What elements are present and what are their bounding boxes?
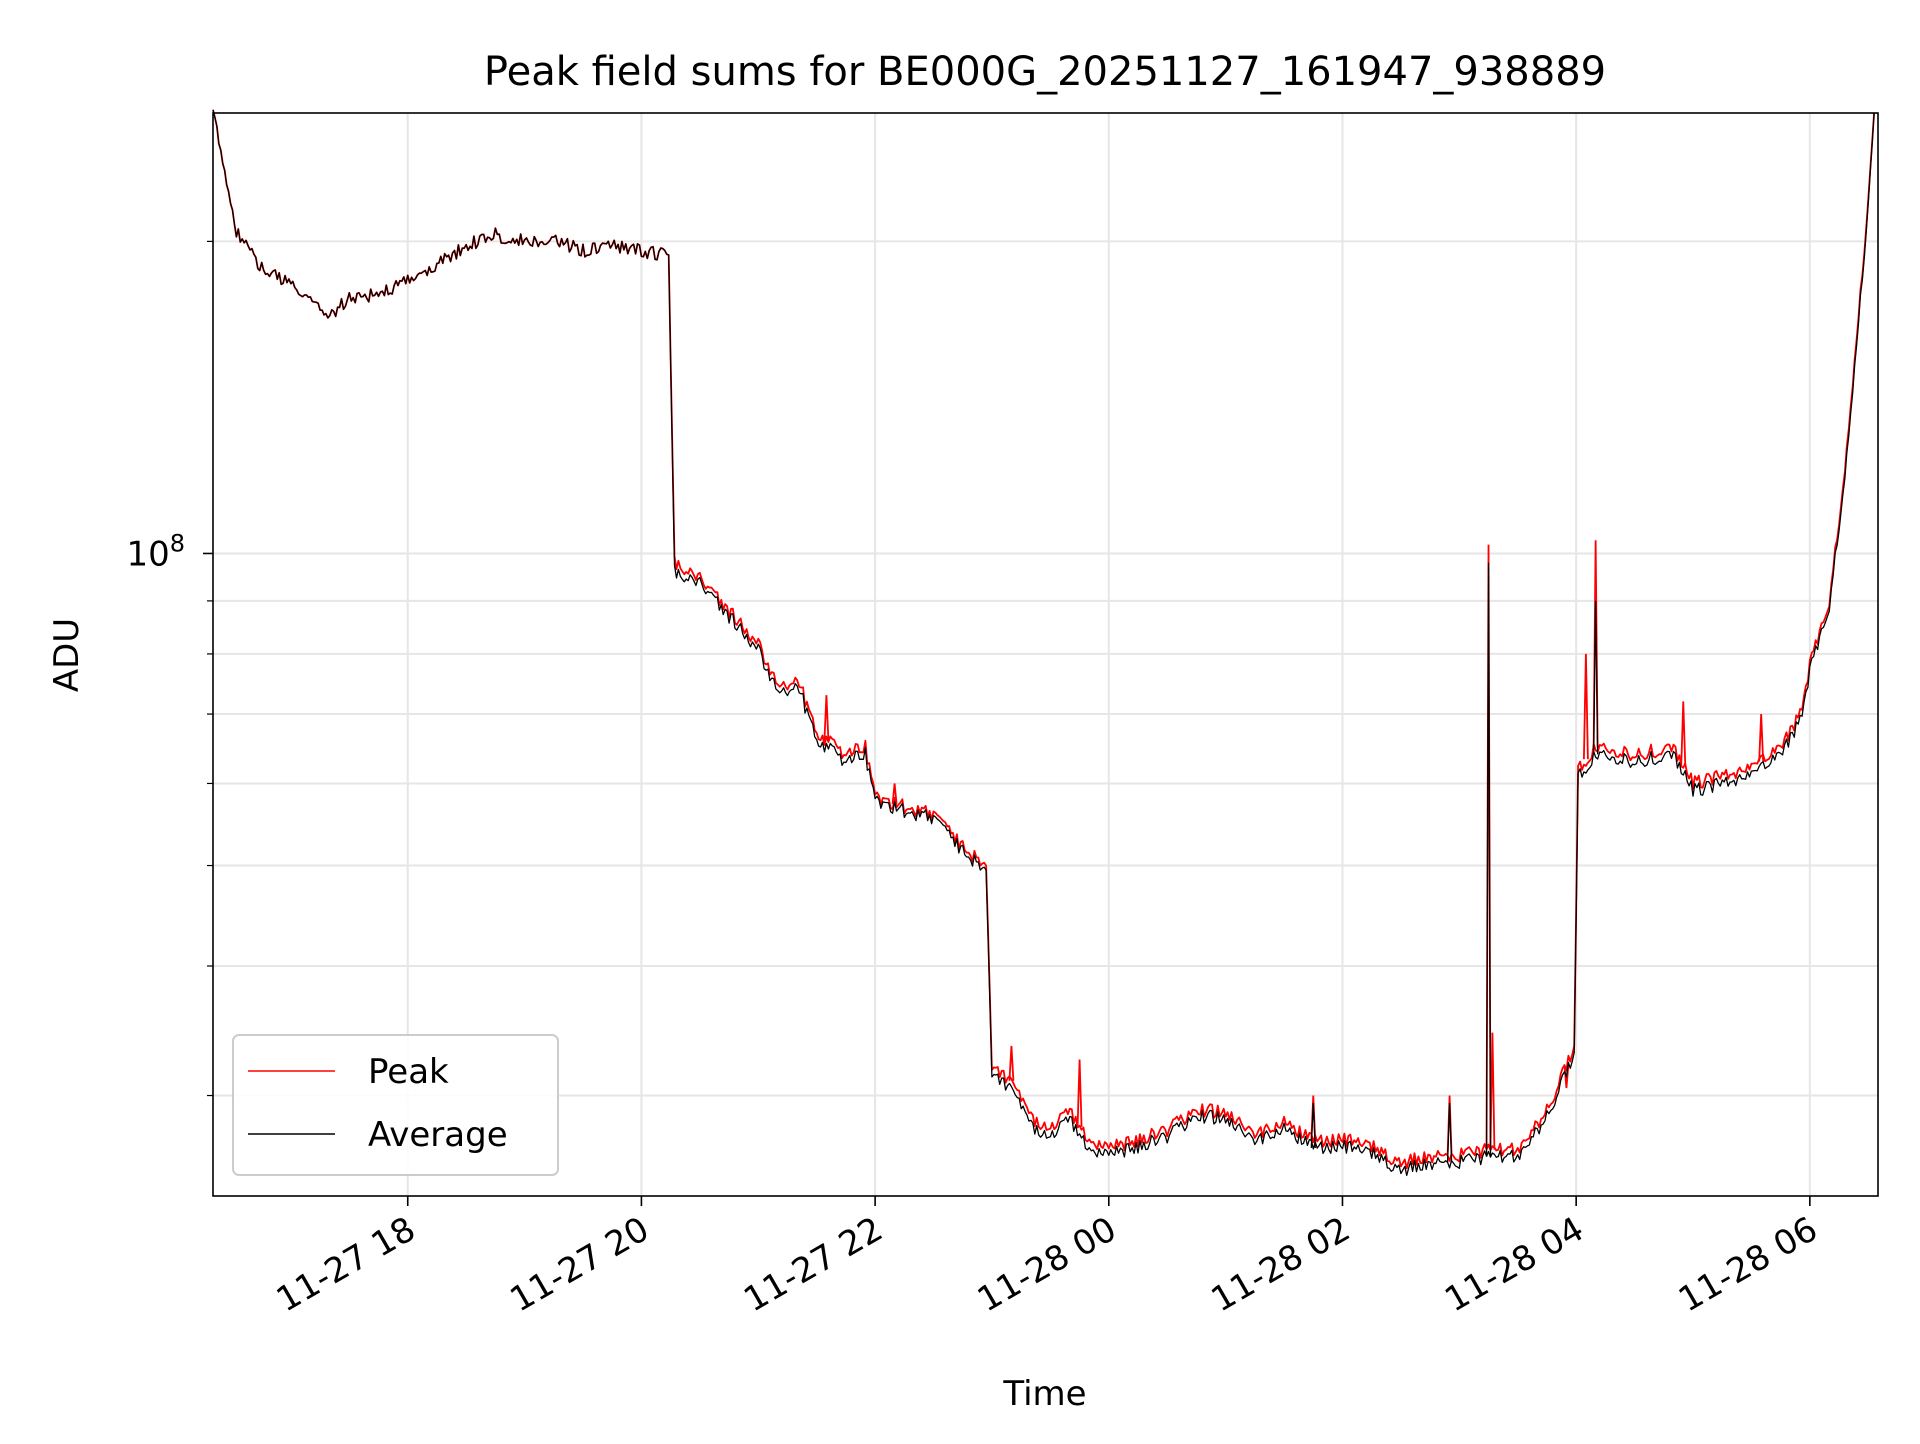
series-spike-peak	[1076, 1059, 1083, 1127]
y-tick-label: 108	[126, 529, 185, 574]
series-spike-peak	[1008, 1045, 1015, 1081]
series-spike-peak	[891, 783, 898, 804]
series-spike-peak	[1582, 653, 1589, 760]
series-spike-peak	[1758, 714, 1765, 762]
series-spike-average	[1592, 600, 1599, 755]
series-spike-average	[1446, 1103, 1453, 1163]
y-axis-label: ADU	[47, 618, 87, 692]
legend: Peak Average	[232, 1034, 559, 1176]
chart-title: Peak field sums for BE000G_20251127_1619…	[484, 49, 1606, 95]
series-layer	[212, 109, 1875, 1177]
series-spike-average	[1310, 1103, 1316, 1149]
legend-label-average: Average	[368, 1115, 508, 1155]
legend-label-peak: Peak	[368, 1052, 449, 1092]
series-spike-peak	[1489, 1032, 1496, 1150]
series-spike-peak	[1680, 701, 1687, 766]
series-spike-peak	[823, 695, 830, 741]
series-spike-average	[1485, 562, 1492, 1157]
legend-box	[232, 1034, 559, 1176]
grid	[213, 113, 1878, 1196]
x-axis-label: Time	[1002, 1374, 1086, 1414]
